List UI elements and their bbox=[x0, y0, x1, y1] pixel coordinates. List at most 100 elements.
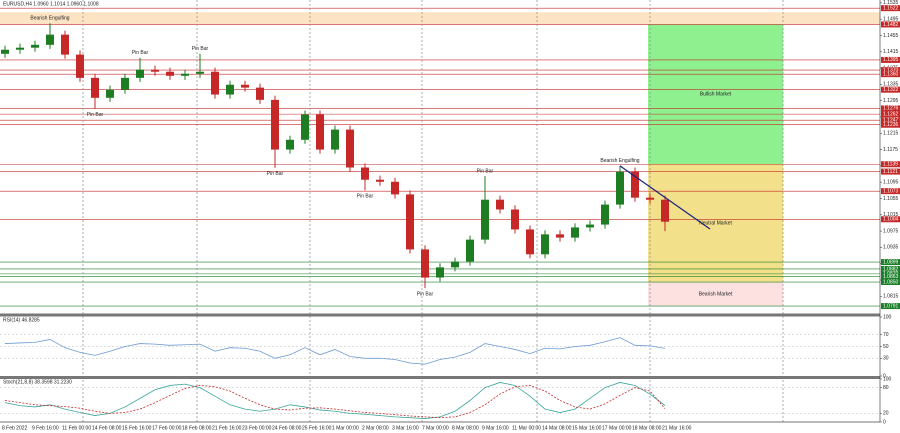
candle-body bbox=[541, 234, 549, 255]
y-tick-label: 1.0935 bbox=[883, 245, 899, 251]
y-tick-label: 1.1335 bbox=[883, 82, 899, 88]
x-tick-label: 18 Mar 08:00 bbox=[632, 425, 662, 431]
x-tick-label: 24 Feb 08:00 bbox=[272, 425, 302, 431]
level-label: 1.1004 bbox=[883, 217, 899, 223]
x-tick-label: 7 Mar 00:00 bbox=[422, 425, 449, 431]
candle-body bbox=[631, 171, 639, 198]
level-label-box bbox=[881, 168, 900, 175]
annotation: Pin Bar bbox=[477, 168, 494, 174]
y-tick-label: 1.1095 bbox=[883, 180, 899, 186]
level-label-box bbox=[881, 265, 900, 272]
level-label: 1.1262 bbox=[883, 111, 899, 117]
x-tick-label: 17 Feb 00:00 bbox=[152, 425, 182, 431]
x-tick-label: 25 Feb 16:00 bbox=[302, 425, 332, 431]
x-tick-label: 17 Mar 00:00 bbox=[602, 425, 632, 431]
level-label-box bbox=[881, 273, 900, 280]
candle-body bbox=[151, 69, 159, 72]
zone bbox=[0, 12, 880, 25]
x-tick-label: 3 Mar 16:00 bbox=[392, 425, 419, 431]
candle-body bbox=[391, 181, 399, 195]
y-tick-label: 1.1295 bbox=[883, 98, 899, 104]
y-tick-label: 1.1455 bbox=[883, 33, 899, 39]
candle-body bbox=[76, 54, 84, 78]
y-tick-label: 1.0815 bbox=[883, 294, 899, 300]
x-tick-label: 2 Mar 08:00 bbox=[362, 425, 389, 431]
candle-body bbox=[61, 34, 69, 55]
annotation: Pin Bar bbox=[357, 194, 374, 200]
level-label: 1.1276 bbox=[883, 106, 899, 112]
candle-body bbox=[451, 261, 459, 268]
level-label-box bbox=[881, 121, 900, 128]
level-label-box bbox=[881, 111, 900, 118]
y-tick-label: 1.1015 bbox=[883, 212, 899, 218]
annotation: Pin Bar bbox=[87, 112, 104, 118]
level-label: 1.1073 bbox=[883, 188, 899, 194]
x-tick-label: 21 Feb 16:00 bbox=[212, 425, 242, 431]
level-label: 1.1370 bbox=[883, 67, 899, 73]
level-label-box bbox=[881, 188, 900, 195]
annotation: Pin Bar bbox=[417, 291, 434, 297]
x-tick-label: 1 Mar 00:00 bbox=[332, 425, 359, 431]
level-label-box bbox=[881, 117, 900, 124]
level-label-box bbox=[881, 279, 900, 286]
level-label: 1.1522 bbox=[883, 5, 899, 11]
candle-body bbox=[31, 44, 39, 48]
level-label: 1.0791 bbox=[883, 303, 899, 309]
candle-body bbox=[256, 87, 264, 100]
level-label: 1.1121 bbox=[883, 169, 898, 175]
candle-body bbox=[601, 204, 609, 225]
candle-body bbox=[286, 139, 294, 150]
chart-title: EURUSD,H4 1.0960 1.1014 1.0960 1.1008 bbox=[3, 1, 99, 7]
labels: 8 Feb 2022 9 Feb 16:00 11 Feb 00:00 14 Feb … bbox=[2, 5, 900, 431]
candle-body bbox=[586, 224, 594, 228]
candle-body bbox=[106, 89, 114, 98]
y-tick-label: 1.1175 bbox=[883, 147, 898, 153]
level-label: 1.1247 bbox=[883, 118, 899, 124]
level-label: 1.1236 bbox=[883, 122, 899, 128]
level-label: 1.1139 bbox=[883, 162, 898, 168]
level-label: 1.1482 bbox=[883, 22, 899, 28]
zone-label: Bearish Market bbox=[699, 291, 733, 297]
candle-body bbox=[361, 167, 369, 180]
y-tick-label: 20 bbox=[883, 411, 889, 417]
rsi-title: RSI(14) 46.8285 bbox=[3, 317, 40, 323]
zones bbox=[0, 12, 880, 307]
y-tick-label: 70 bbox=[883, 332, 889, 338]
zone-label: Neutral Market bbox=[699, 220, 732, 226]
level-label-box bbox=[881, 21, 900, 28]
zone-label: Bullish Market bbox=[700, 92, 732, 98]
x-tick-label: 8 Mar 08:00 bbox=[452, 425, 479, 431]
candle-body bbox=[316, 114, 324, 150]
annotation: Bearish Engulfing bbox=[600, 158, 639, 164]
candle-body bbox=[16, 47, 24, 50]
y-tick-label: 100 bbox=[883, 314, 892, 320]
level-label-box bbox=[881, 161, 900, 168]
candle-body bbox=[46, 34, 54, 45]
candle-body bbox=[136, 69, 144, 78]
level-label-box bbox=[881, 67, 900, 74]
x-tick-label: 11 Mar 00:00 bbox=[512, 425, 541, 431]
y-tick-label: 1.1535 bbox=[883, 0, 899, 6]
candle-body bbox=[526, 229, 534, 255]
candle-body bbox=[661, 199, 669, 222]
stoch-title: Stoch(21,8,8) 38.3598 31.2230 bbox=[3, 379, 72, 385]
x-tick-label: 23 Feb 00:00 bbox=[242, 425, 272, 431]
candle-body bbox=[331, 129, 339, 150]
x-tick-label: 9 Mar 16:00 bbox=[482, 425, 509, 431]
candle-body bbox=[496, 199, 504, 210]
level-label: 1.1395 bbox=[883, 57, 899, 63]
x-tick-label: 14 Feb 08:00 bbox=[92, 425, 122, 431]
x-tick-label: 15 Mar 16:00 bbox=[572, 425, 602, 431]
level-label: 1.1360 bbox=[883, 72, 899, 78]
y-tick-label: 80 bbox=[883, 385, 889, 391]
level-label: 1.0850 bbox=[883, 279, 899, 285]
levels bbox=[0, 7, 880, 307]
indicator-line bbox=[4, 337, 666, 365]
candle-body bbox=[556, 234, 564, 238]
y-tick-label: 1.0975 bbox=[883, 228, 899, 234]
trend-line bbox=[619, 165, 711, 230]
level-label-box bbox=[881, 259, 900, 266]
x-tick-label: 18 Feb 08:00 bbox=[182, 425, 212, 431]
annotation: Pin Bar bbox=[267, 171, 284, 177]
level-label-box bbox=[881, 5, 900, 12]
